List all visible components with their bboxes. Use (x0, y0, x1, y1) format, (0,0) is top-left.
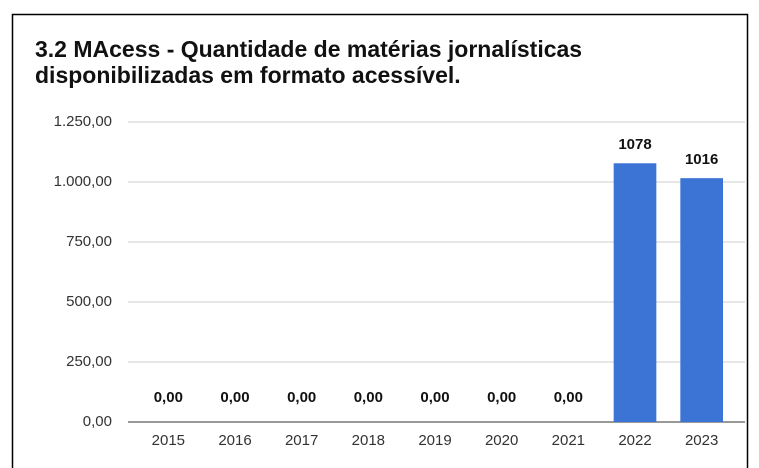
value-label: 0,00 (287, 389, 316, 406)
value-label: 0,00 (487, 389, 516, 406)
y-tick-label: 1.250,00 (54, 113, 112, 130)
y-tick-label: 0,00 (83, 413, 112, 430)
x-tick-label: 2019 (418, 432, 451, 449)
y-tick-label: 1.000,00 (54, 173, 112, 190)
value-label: 0,00 (554, 389, 583, 406)
x-tick-label: 2023 (685, 432, 718, 449)
value-label: 0,00 (154, 389, 183, 406)
value-label: 1078 (618, 136, 651, 153)
x-tick-label: 2016 (218, 432, 251, 449)
frame (11, 13, 749, 468)
y-tick-label: 750,00 (66, 233, 112, 250)
x-tick-label: 2020 (485, 432, 518, 449)
value-label: 0,00 (220, 389, 249, 406)
x-tick-label: 2021 (552, 432, 585, 449)
x-tick-label: 2018 (352, 432, 385, 449)
bar (613, 163, 657, 422)
x-tick-label: 2022 (618, 432, 651, 449)
value-label: 0,00 (354, 389, 383, 406)
y-tick-label: 250,00 (66, 353, 112, 370)
x-tick-label: 2015 (152, 432, 185, 449)
value-label: 0,00 (420, 389, 449, 406)
x-tick-label: 2017 (285, 432, 318, 449)
bar (680, 178, 723, 422)
y-tick-label: 500,00 (66, 293, 112, 310)
chart-title: 3.2 MAcess - Quantidade de matérias jorn… (35, 36, 583, 88)
value-label: 1016 (685, 151, 718, 168)
